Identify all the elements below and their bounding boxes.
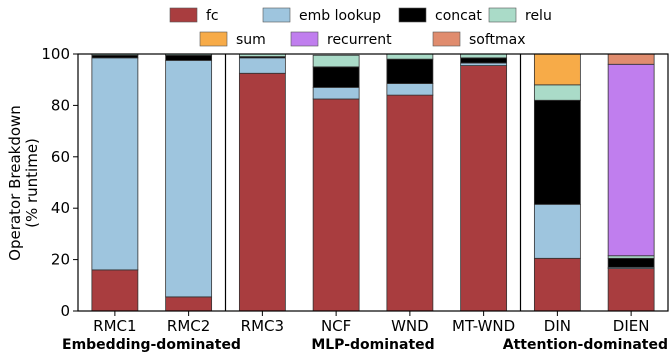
bar-RMC1-fc: [92, 270, 138, 311]
y-tick-label: 20: [51, 251, 70, 269]
legend-label: sum: [236, 32, 266, 48]
legend-item-sum: sum: [200, 32, 266, 48]
legend-label: emb lookup: [299, 8, 381, 24]
bar-stack-DIEN: [608, 54, 654, 311]
legend-swatch: [200, 32, 227, 46]
legend-swatch: [399, 8, 426, 22]
bar-MT-WND-fc: [461, 66, 507, 311]
bar-NCF-emb-lookup: [313, 87, 359, 99]
bar-DIN-emb-lookup: [534, 204, 580, 258]
bars: [92, 54, 654, 311]
y-tick-label: 100: [41, 45, 70, 63]
y-tick-label: 0: [60, 302, 70, 320]
bar-stack-WND: [387, 54, 433, 311]
bar-DIN-fc: [534, 258, 580, 311]
y-tick-label: 80: [51, 96, 70, 114]
legend-item-recurrent: recurrent: [291, 32, 392, 48]
bar-DIN-relu: [534, 85, 580, 100]
x-tick-label-WND: WND: [391, 317, 429, 335]
legend-swatch: [433, 32, 460, 46]
y-tick-label: 60: [51, 148, 70, 166]
group-label-0: Embedding-dominated: [62, 337, 241, 353]
legend-item-relu: relu: [489, 8, 552, 24]
y-axis-label-line1: Operator Breakdown: [6, 105, 24, 261]
bar-stack-MT-WND: [461, 54, 507, 311]
bar-RMC3-fc: [239, 73, 285, 311]
bar-stack-NCF: [313, 55, 359, 311]
legend-label: softmax: [469, 32, 526, 48]
bar-RMC2-concat: [166, 55, 212, 60]
group-labels: Embedding-dominated MLP-dominated Attentio…: [62, 337, 668, 353]
bar-WND-emb-lookup: [387, 84, 433, 96]
x-tick-label-RMC3: RMC3: [241, 317, 284, 335]
legend-item-concat: concat: [399, 8, 482, 24]
group-label-2: Attention-dominated: [503, 337, 668, 353]
bar-NCF-fc: [313, 99, 359, 311]
legend-label: recurrent: [327, 32, 392, 48]
bar-stack-DIN: [534, 54, 580, 311]
x-axis: RMC1 RMC2 RMC3 NCF WND MT-WND DIN DIEN: [93, 311, 649, 335]
group-label-1: MLP-dominated: [311, 337, 434, 353]
bar-RMC2-emb-lookup: [166, 60, 212, 296]
x-tick-label-MT-WND: MT-WND: [452, 317, 515, 335]
legend: fc emb lookup concat relu sum recurrent softma…: [170, 8, 552, 48]
legend-label: fc: [206, 8, 219, 24]
bar-DIN-concat: [534, 100, 580, 204]
bar-WND-concat: [387, 59, 433, 83]
bar-NCF-relu: [313, 55, 359, 67]
bar-DIEN-softmax: [608, 54, 654, 64]
y-tick-label: 40: [51, 199, 70, 217]
legend-item-fc: fc: [170, 8, 219, 24]
legend-swatch: [489, 8, 516, 22]
bar-WND-fc: [387, 95, 433, 311]
y-axis-label-line2: (% runtime): [23, 138, 41, 228]
bar-NCF-concat: [313, 67, 359, 88]
bar-stack-RMC3: [239, 54, 285, 311]
bar-RMC1-emb-lookup: [92, 58, 138, 270]
legend-swatch: [291, 32, 318, 46]
legend-item-emb-lookup: emb lookup: [263, 8, 381, 24]
bar-RMC3-emb-lookup: [239, 58, 285, 73]
bar-stack-RMC2: [166, 54, 212, 311]
bar-stack-RMC1: [92, 54, 138, 311]
x-tick-label-RMC2: RMC2: [167, 317, 210, 335]
bar-DIN-sum: [534, 54, 580, 85]
legend-label: concat: [435, 8, 482, 24]
bar-DIEN-fc: [608, 269, 654, 311]
legend-item-softmax: softmax: [433, 32, 526, 48]
legend-swatch: [263, 8, 290, 22]
bar-MT-WND-concat: [461, 58, 507, 63]
bar-DIEN-concat: [608, 258, 654, 267]
x-tick-label-DIN: DIN: [544, 317, 571, 335]
x-tick-label-NCF: NCF: [321, 317, 351, 335]
legend-swatch: [170, 8, 197, 22]
legend-label: relu: [525, 8, 552, 24]
bar-WND-relu: [387, 54, 433, 59]
bar-RMC2-fc: [166, 297, 212, 311]
x-tick-label-DIEN: DIEN: [613, 317, 650, 335]
bar-DIEN-recurrent: [608, 64, 654, 255]
x-tick-label-RMC1: RMC1: [93, 317, 136, 335]
y-axis: 0 20 40 60 80 100: [41, 45, 78, 320]
